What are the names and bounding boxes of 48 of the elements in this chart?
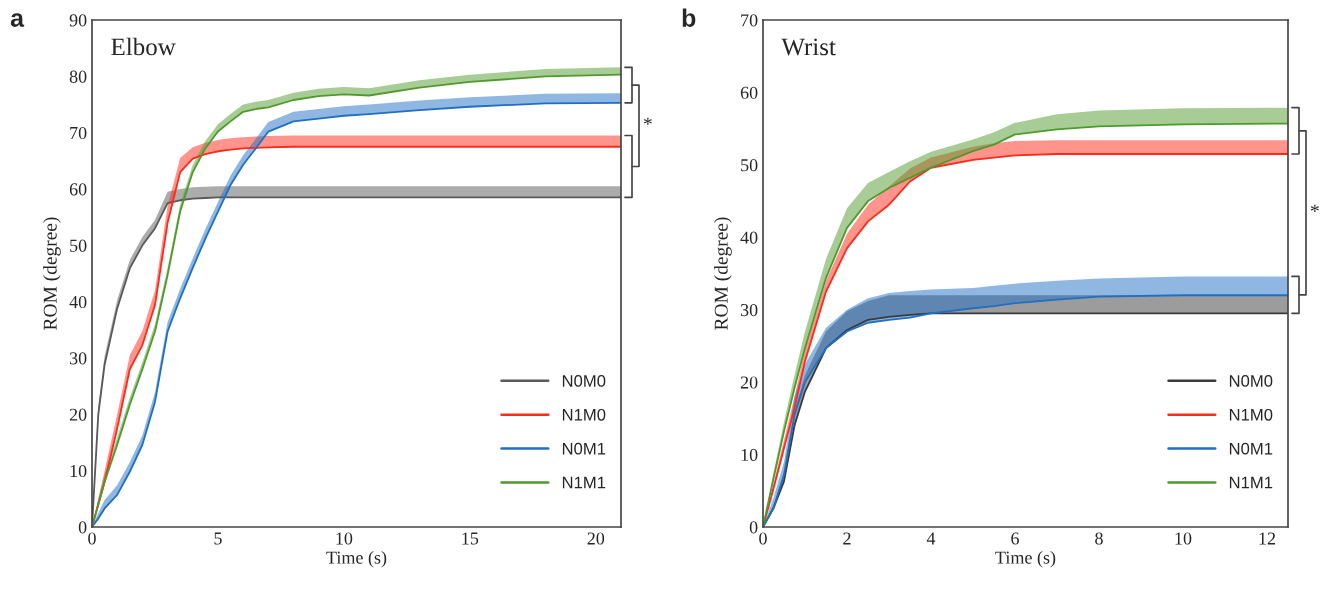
y-tick-label: 60	[69, 183, 87, 196]
y-axis-title: ROM (degree)	[43, 217, 61, 330]
y-tick-label: 0	[749, 521, 758, 534]
y-tick-label: 50	[741, 159, 758, 172]
y-tick-label: 80	[69, 70, 87, 83]
legend-label: N0M0	[562, 375, 606, 387]
text: *	[643, 117, 652, 125]
y-tick-label: 30	[740, 303, 758, 317]
annotation: Elbow	[111, 37, 176, 56]
x-tick-label: 15	[462, 532, 479, 545]
y-tick-label: 0	[78, 521, 87, 534]
y-tick-label: 10	[741, 448, 758, 462]
x-tick-label: 20	[587, 532, 605, 545]
x-tick-label: 4	[926, 532, 936, 545]
y-tick-label: 10	[70, 464, 87, 478]
x-tick-label: 0	[88, 532, 96, 545]
legend-label: N0M0	[1229, 375, 1273, 387]
y-tick-label: 70	[70, 126, 87, 140]
y-tick-label: 90	[69, 14, 87, 27]
legend-label: N1M0	[562, 408, 606, 421]
x-axis-title: Time (s)	[995, 551, 1056, 568]
text: *	[1310, 204, 1319, 212]
y-tick-label: 20	[69, 408, 87, 421]
legend-label: N1M1	[1229, 476, 1273, 489]
y-tick-label: 60	[740, 86, 758, 99]
x-tick-label: 10	[336, 532, 353, 545]
chart-title: b	[682, 8, 696, 27]
x-tick-label: 5	[214, 532, 222, 545]
y-tick-label: 40	[69, 295, 87, 309]
y-tick-label: 30	[69, 352, 87, 365]
x-tick-label: 0	[759, 532, 767, 545]
x-tick-label: 10	[1175, 532, 1192, 545]
x-tick-label: 8	[1095, 532, 1103, 545]
legend-label: N0M1	[562, 442, 606, 455]
y-tick-label: 70	[741, 14, 758, 27]
y-tick-label: 50	[70, 239, 87, 252]
x-tick-label: 2	[843, 532, 851, 545]
y-tick-label: 40	[740, 231, 758, 244]
chart-title: a	[10, 13, 25, 27]
x-tick-label: 12	[1259, 532, 1276, 545]
y-axis-title: ROM (degree)	[714, 217, 732, 330]
legend-label: N0M1	[1229, 442, 1273, 455]
legend-label: N1M1	[562, 476, 606, 489]
annotation: Wrist	[781, 38, 836, 56]
x-tick-label: 6	[1011, 532, 1019, 545]
y-tick-label: 20	[740, 376, 758, 389]
x-axis-title: Time (s)	[326, 551, 387, 568]
legend-label: N1M0	[1229, 408, 1273, 421]
